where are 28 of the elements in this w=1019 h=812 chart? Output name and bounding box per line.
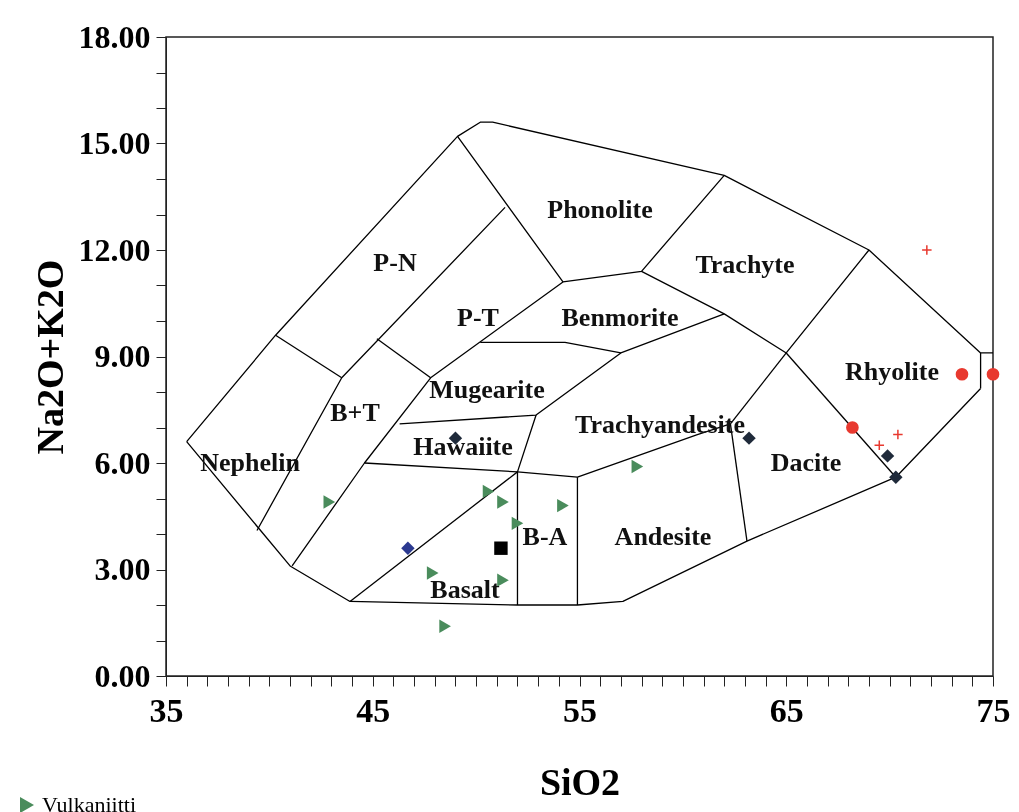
y-tick-label: 6.00 — [94, 444, 151, 481]
y-tick-label: 9.00 — [94, 338, 151, 374]
annotation: Dacite — [770, 448, 842, 477]
y-tick-label: 0.00 — [94, 657, 151, 694]
annotation: P-N — [373, 248, 417, 277]
y-tick-label: 3.00 — [94, 551, 151, 587]
annotation: P-T — [457, 303, 499, 332]
x-tick-label: 75 — [976, 691, 1011, 729]
annotation: Trachyte — [695, 250, 795, 279]
y-tick-label: 18.00 — [78, 18, 151, 55]
annotation: Phonolite — [547, 195, 653, 224]
x-tick-label: 35 — [149, 691, 184, 729]
annotation: Benmorite — [561, 303, 679, 332]
annotation: B+T — [330, 398, 380, 427]
annotation: B-A — [522, 522, 568, 551]
legend-label: Vulkaniitti — [42, 792, 137, 812]
annotation: Mugearite — [429, 375, 545, 404]
y-tick-label: 12.00 — [78, 231, 151, 268]
x-tick-label: 45 — [356, 691, 391, 729]
x-tick-label: 55 — [563, 691, 597, 729]
annotation: Hawaiite — [413, 432, 513, 461]
annotation: Rhyolite — [845, 357, 939, 386]
annotation: Andesite — [614, 522, 712, 551]
annotation: Basalt — [430, 575, 501, 604]
y-tick-label: 15.00 — [78, 125, 151, 161]
x-axis-title: SiO2 — [539, 760, 621, 803]
x-tick-label: 65 — [769, 691, 804, 729]
y-axis-title: Na2O+K2O — [28, 259, 71, 455]
